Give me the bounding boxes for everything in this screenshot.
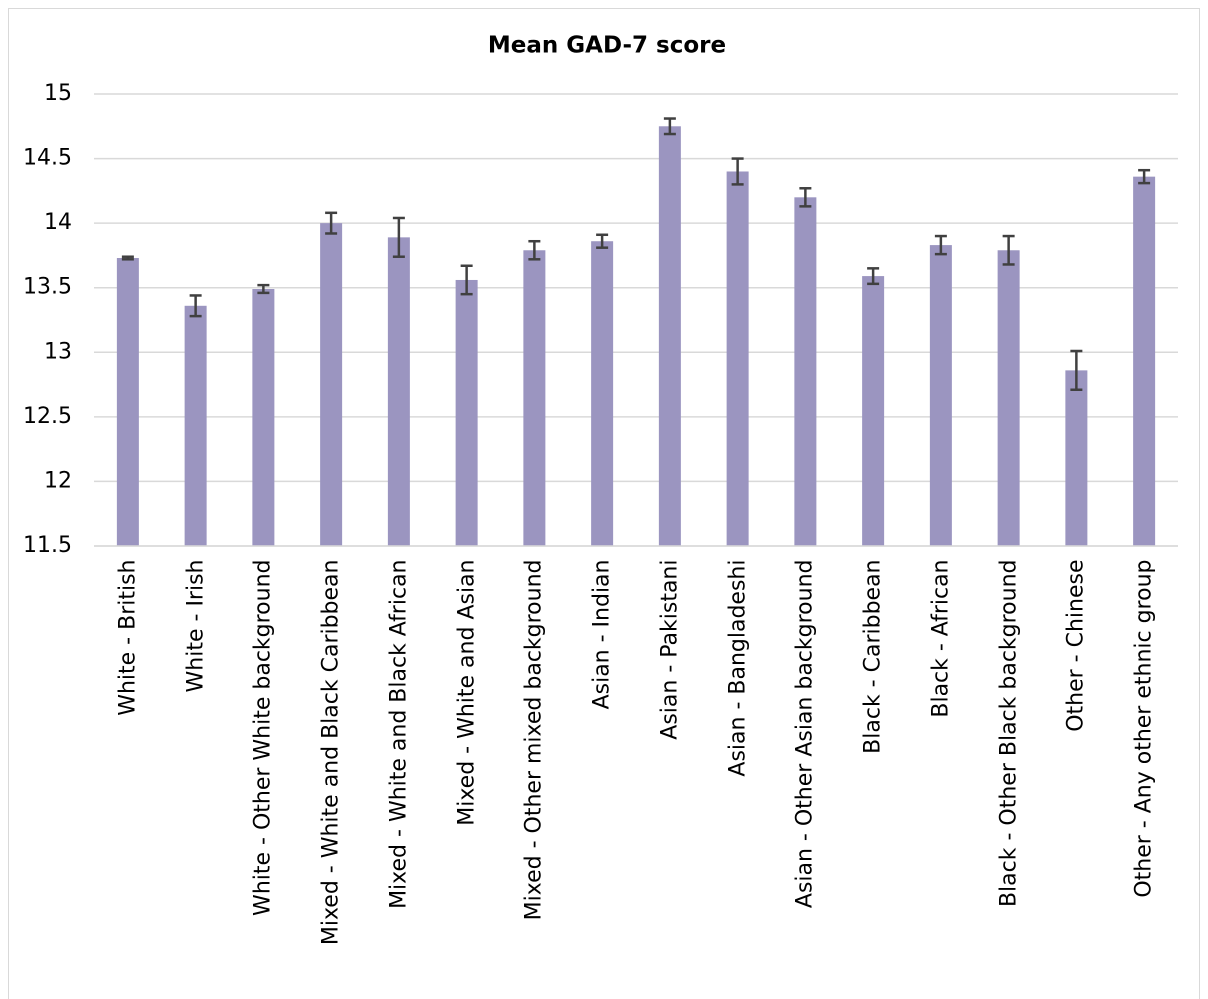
error-bar [460, 264, 473, 296]
bar [1065, 370, 1088, 546]
x-tick-label: White - Other White background [250, 559, 276, 916]
bar [184, 305, 207, 546]
bar [523, 250, 546, 546]
y-tick-label: 12 [44, 468, 72, 493]
bar [455, 279, 478, 546]
bar [929, 245, 952, 546]
y-tick-label: 13.5 [23, 275, 72, 300]
error-bar [867, 267, 880, 286]
error-bar [1138, 168, 1151, 185]
error-bar [731, 157, 744, 186]
x-tick-label: White - Irish [183, 559, 209, 693]
bar [726, 171, 749, 546]
y-tick-label: 14.5 [23, 146, 72, 171]
bar [387, 237, 410, 546]
x-tick-label: Other - Any other ethnic group [1131, 559, 1157, 898]
bar [794, 197, 817, 547]
x-tick-label: Asian - Indian [589, 559, 615, 710]
y-tick-label: 13 [44, 339, 72, 364]
x-tick-label: Black - Other Black background [996, 559, 1022, 908]
x-tick-label: Black - African [928, 559, 954, 718]
error-bar [121, 255, 134, 261]
bar [862, 276, 885, 546]
error-bar [663, 117, 676, 136]
error-bar [325, 211, 338, 235]
y-tick-label: 12.5 [23, 404, 72, 429]
x-tick-label: Mixed - White and Black Caribbean [318, 559, 344, 946]
error-bar [528, 239, 541, 261]
x-tick-label: Mixed - White and Black African [386, 559, 412, 909]
bar [591, 241, 614, 547]
y-tick-label: 15 [44, 81, 72, 106]
error-bar [257, 283, 270, 295]
error-bar [1002, 234, 1015, 266]
x-tick-label: Asian - Pakistani [657, 559, 683, 740]
chart-title: Mean GAD-7 score [488, 33, 726, 59]
x-tick-label: White - British [115, 559, 141, 716]
error-bar [799, 187, 812, 208]
bar [320, 223, 343, 546]
y-tick-label: 14 [44, 210, 72, 235]
error-bar [1070, 349, 1083, 391]
x-tick-label: Asian - Other Asian background [792, 559, 818, 909]
chart-frame [8, 8, 1200, 999]
error-bar [934, 234, 947, 256]
error-bar [596, 233, 609, 249]
x-tick-label: Mixed - Other mixed background [521, 559, 547, 921]
error-bar [392, 216, 405, 258]
bar [1133, 176, 1156, 546]
y-tick-label: 11.5 [23, 533, 72, 558]
x-tick-label: Asian - Bangladeshi [725, 559, 751, 777]
bar [997, 250, 1020, 546]
x-tick-label: Black - Caribbean [860, 559, 886, 754]
bar [658, 126, 681, 547]
bar [252, 289, 275, 546]
x-tick-label: Mixed - White and Asian [454, 559, 480, 826]
error-bar [189, 294, 202, 318]
bar [116, 258, 139, 546]
x-tick-label: Other - Chinese [1063, 559, 1089, 732]
